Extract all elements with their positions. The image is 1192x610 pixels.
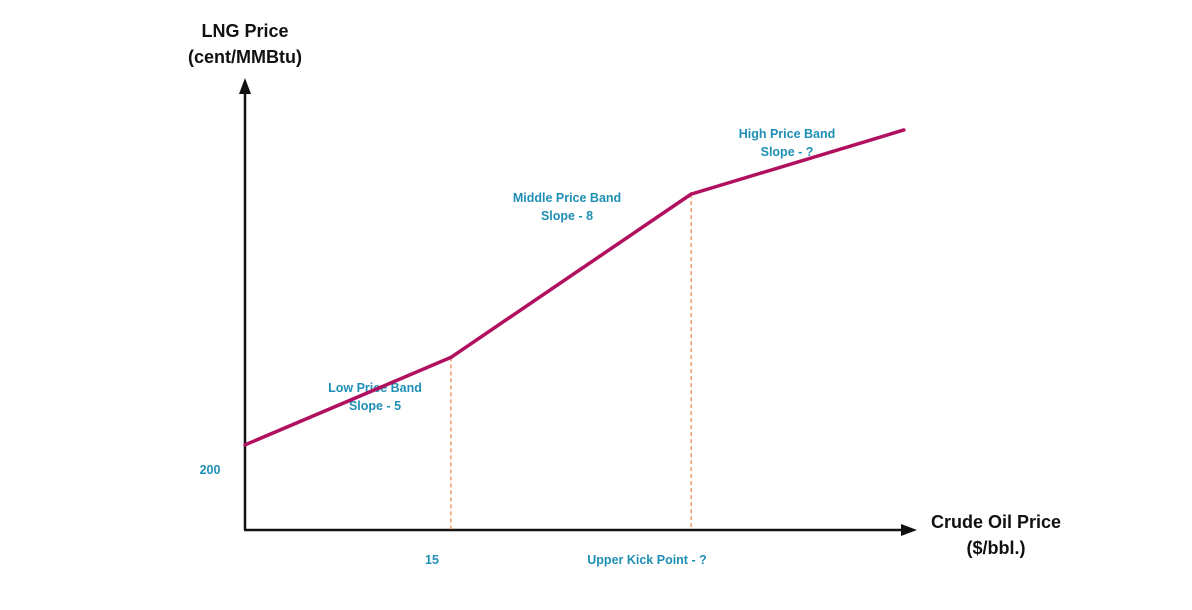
x-axis-unit: ($/bbl.) xyxy=(967,538,1026,558)
low-band-slope: Slope - 5 xyxy=(349,399,401,413)
y-tick-label: 200 xyxy=(200,463,221,477)
price-band-segment-3 xyxy=(689,128,906,196)
x-axis-arrowhead xyxy=(901,524,917,536)
middle-band-slope: Slope - 8 xyxy=(541,209,593,223)
high-band-slope: Slope - ? xyxy=(761,145,814,159)
y-axis-unit: (cent/MMBtu) xyxy=(188,47,302,67)
high-band-title: High Price Band xyxy=(739,127,836,141)
x-tick-label-kink-2: Upper Kick Point - ? xyxy=(587,553,706,567)
x-tick-label-kink-1: 15 xyxy=(425,553,439,567)
price-band-segment-2 xyxy=(449,192,693,360)
y-axis-arrowhead xyxy=(239,78,251,94)
price-band-segment-1 xyxy=(243,355,453,447)
middle-band-title: Middle Price Band xyxy=(513,191,621,205)
x-axis-title: Crude Oil Price xyxy=(931,512,1061,532)
y-axis-title: LNG Price xyxy=(201,21,288,41)
